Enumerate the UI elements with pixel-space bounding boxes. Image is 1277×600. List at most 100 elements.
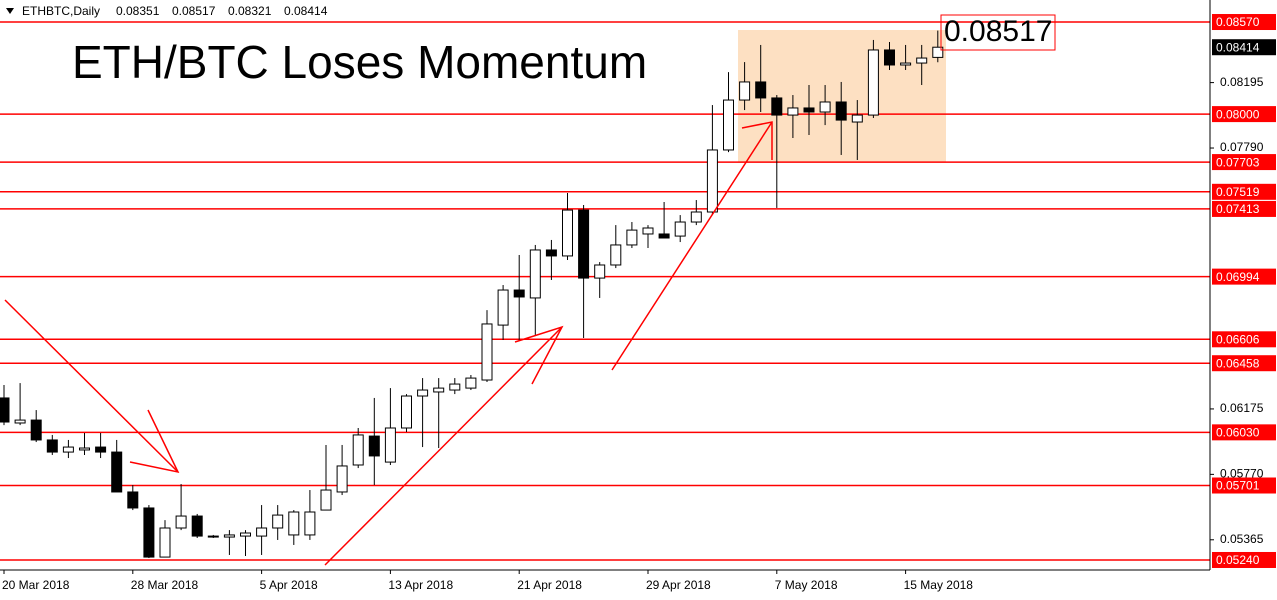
candle-body	[240, 532, 251, 537]
candle-body	[111, 451, 123, 493]
candle-body	[594, 264, 606, 279]
candle-body	[626, 229, 638, 246]
arrow-head	[129, 409, 180, 474]
level-label: 0.06606	[1216, 332, 1260, 346]
level-label: 0.07519	[1216, 185, 1260, 199]
candle-body	[562, 209, 573, 257]
level-label-box	[1212, 551, 1276, 568]
candle-body	[771, 97, 783, 116]
candle-body	[272, 514, 284, 529]
level-label-box	[1212, 355, 1276, 372]
x-tick-label: 13 Apr 2018	[388, 578, 453, 592]
level-label: 0.06458	[1216, 356, 1260, 370]
candle-body	[384, 427, 396, 463]
level-label-box	[1212, 268, 1276, 285]
candle-body	[481, 323, 493, 381]
level-label: 0.06994	[1216, 270, 1260, 284]
candle-body	[932, 46, 944, 58]
x-tick-label: 15 May 2018	[904, 578, 974, 592]
candle-body	[545, 249, 557, 257]
candle-body	[867, 49, 879, 116]
arrow	[324, 326, 563, 566]
level-label-box	[1212, 200, 1276, 217]
level-label-box	[1212, 154, 1276, 171]
level-label: 0.05240	[1216, 553, 1260, 567]
header-open: 0.08351	[116, 4, 160, 18]
level-label: 0.08570	[1216, 15, 1260, 29]
candle-body	[739, 81, 751, 101]
candle-body	[449, 383, 461, 391]
trend-arrows	[4, 121, 773, 566]
arrow-head	[741, 121, 773, 160]
candle-body	[95, 446, 107, 453]
candle-body	[465, 377, 477, 389]
high-callout: 0.08517	[944, 15, 1052, 48]
candle-body	[529, 249, 541, 299]
x-tick-label: 5 Apr 2018	[260, 578, 318, 592]
y-tick-label: 0.05770	[1220, 467, 1264, 481]
candle-body	[159, 527, 171, 558]
current-price: 0.08414	[1216, 40, 1260, 54]
candle-body	[14, 419, 26, 424]
arrow	[611, 121, 773, 371]
high-callout-box	[940, 14, 1056, 51]
plot-area	[0, 21, 1210, 561]
candle-body	[191, 515, 203, 537]
candle-body	[755, 81, 767, 99]
y-tick-label: 0.07790	[1220, 140, 1264, 154]
level-label: 0.08000	[1216, 107, 1260, 121]
candle-body	[320, 489, 332, 511]
candle-body	[658, 233, 670, 239]
header-low: 0.08321	[228, 4, 272, 18]
candle-body	[79, 447, 90, 451]
candle-body	[62, 446, 74, 453]
x-tick-label: 7 May 2018	[775, 578, 838, 592]
candle-body	[46, 439, 58, 453]
candle-body	[690, 211, 702, 223]
candle-body	[207, 535, 219, 538]
candle-body	[900, 62, 912, 66]
candle-body	[916, 57, 928, 64]
candle-body	[352, 434, 364, 466]
candle-body	[0, 397, 10, 423]
current-price-box	[1212, 39, 1276, 56]
candle-body	[884, 49, 895, 66]
candle-body	[30, 419, 42, 441]
level-label-box	[1212, 14, 1276, 31]
candle-body	[304, 511, 316, 536]
header-high: 0.08517	[172, 4, 216, 18]
candle-body	[787, 107, 799, 116]
arrow	[4, 299, 179, 473]
candle-body	[497, 289, 509, 326]
y-tick-label: 0.06175	[1220, 401, 1264, 415]
candle-body	[578, 209, 590, 279]
level-label: 0.07703	[1216, 155, 1260, 169]
candle-body	[336, 465, 348, 493]
level-label: 0.05701	[1216, 479, 1260, 493]
candle-body	[674, 221, 686, 237]
candle-body	[723, 99, 734, 151]
x-tick-label: 28 Mar 2018	[131, 578, 199, 592]
y-tick-label: 0.05365	[1220, 532, 1264, 546]
candle-body	[256, 527, 268, 537]
candle-body	[417, 389, 429, 397]
level-label-box	[1212, 477, 1276, 494]
candle-body	[223, 534, 235, 538]
candle-body	[127, 491, 139, 509]
level-label-box	[1212, 106, 1276, 123]
menu-triangle	[6, 8, 14, 14]
x-tick-label: 21 Apr 2018	[517, 578, 582, 592]
candle-body	[401, 395, 412, 429]
candle-body	[513, 289, 525, 298]
candle-body	[433, 387, 445, 393]
level-label: 0.07413	[1216, 202, 1260, 216]
candle-body	[610, 244, 622, 266]
level-label-box	[1212, 424, 1276, 441]
header-close: 0.08414	[284, 4, 328, 18]
x-tick-label: 20 Mar 2018	[2, 578, 70, 592]
chart-title: ETH/BTC Loses Momentum	[72, 36, 647, 88]
level-label-box	[1212, 331, 1276, 348]
candle-body	[851, 114, 863, 123]
symbol: ETHBTC,Daily	[22, 4, 100, 18]
level-label: 0.06030	[1216, 426, 1260, 440]
